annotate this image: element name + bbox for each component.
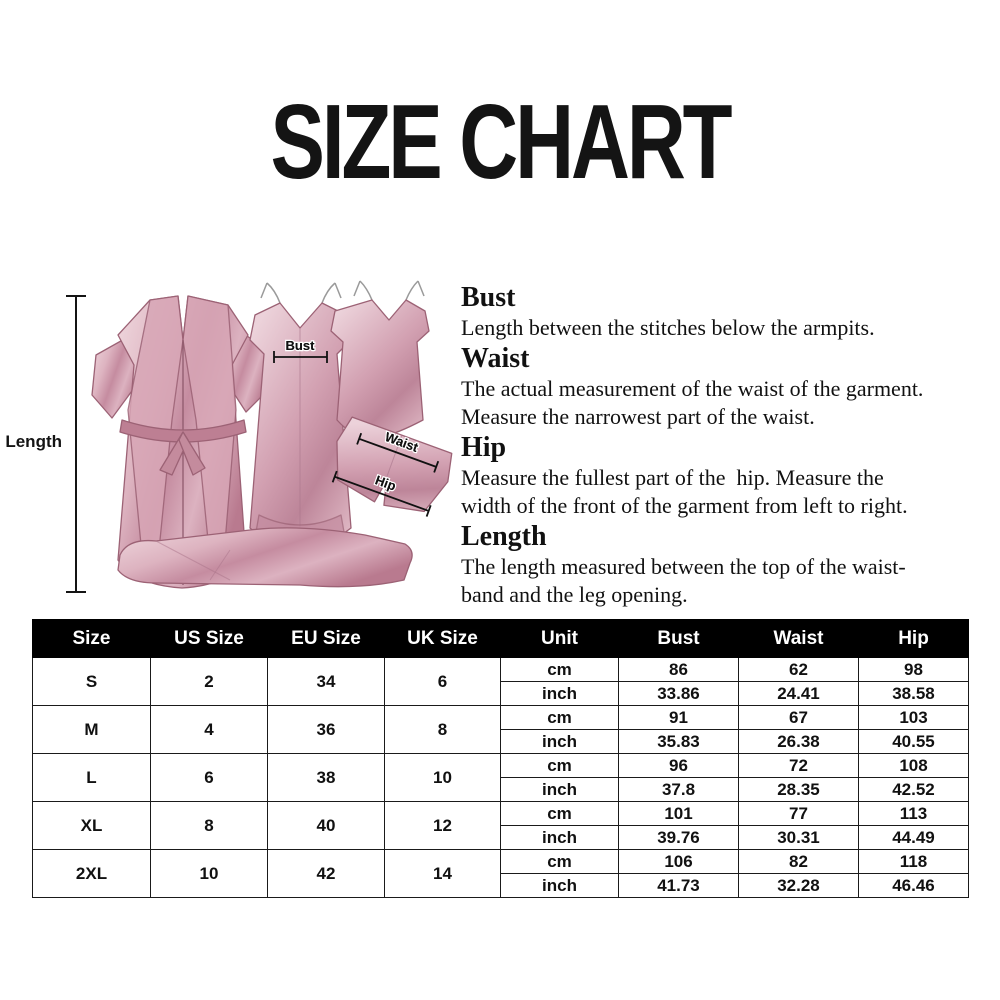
- svg-text:Bust: Bust: [286, 338, 316, 353]
- svg-text:Length: Length: [5, 432, 62, 451]
